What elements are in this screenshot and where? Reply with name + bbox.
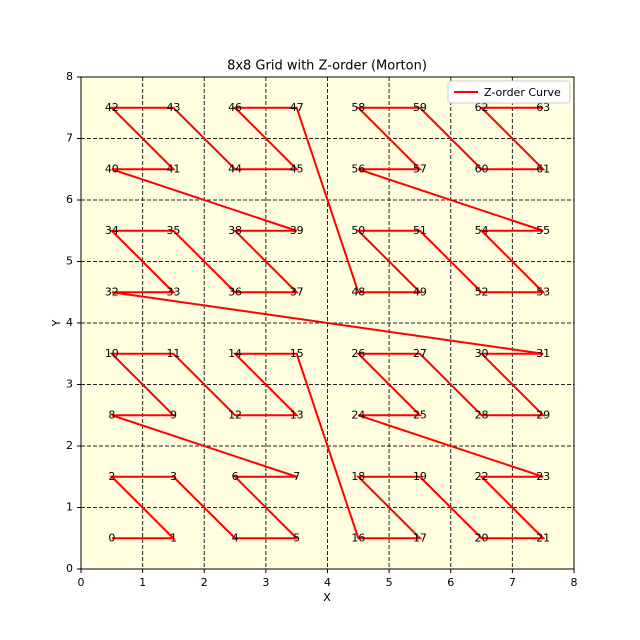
point-label: 2 bbox=[108, 470, 115, 483]
chart-title: 8x8 Grid with Z-order (Morton) bbox=[227, 59, 427, 74]
point-label: 62 bbox=[475, 101, 489, 114]
point-label: 3 bbox=[170, 470, 177, 483]
point-label: 28 bbox=[475, 408, 489, 421]
y-tick-label: 3 bbox=[66, 378, 73, 391]
x-axis-label: X bbox=[323, 591, 331, 604]
point-label: 24 bbox=[351, 408, 365, 421]
point-label: 29 bbox=[536, 408, 550, 421]
x-tick-label: 6 bbox=[447, 576, 454, 589]
x-tick-label: 0 bbox=[78, 576, 85, 589]
x-tick-label: 5 bbox=[386, 576, 393, 589]
point-label: 36 bbox=[228, 285, 242, 298]
y-tick-label: 7 bbox=[66, 132, 73, 145]
point-label: 22 bbox=[475, 470, 489, 483]
point-label: 34 bbox=[105, 224, 119, 237]
x-tick-label: 4 bbox=[324, 576, 331, 589]
point-label: 59 bbox=[413, 101, 427, 114]
y-axis-label: Y bbox=[50, 319, 63, 327]
curve-line bbox=[109, 106, 546, 540]
point-label: 47 bbox=[290, 101, 304, 114]
point-label: 14 bbox=[228, 347, 242, 360]
point-label: 63 bbox=[536, 101, 550, 114]
legend-label: Z-order Curve bbox=[484, 86, 561, 99]
point-label: 30 bbox=[475, 347, 489, 360]
point-label: 7 bbox=[293, 470, 300, 483]
point-label: 1 bbox=[170, 531, 177, 544]
point-label: 4 bbox=[232, 531, 239, 544]
y-tick-label: 6 bbox=[66, 193, 73, 206]
point-label: 50 bbox=[351, 224, 365, 237]
point-label: 49 bbox=[413, 285, 427, 298]
y-tick-label: 8 bbox=[66, 70, 73, 83]
point-label: 57 bbox=[413, 162, 427, 175]
point-label: 33 bbox=[166, 285, 180, 298]
point-label: 21 bbox=[536, 531, 550, 544]
point-label: 10 bbox=[105, 347, 119, 360]
point-label: 18 bbox=[351, 470, 365, 483]
point-label: 38 bbox=[228, 224, 242, 237]
point-label: 26 bbox=[351, 347, 365, 360]
point-label: 61 bbox=[536, 162, 550, 175]
y-tick-label: 0 bbox=[66, 562, 73, 575]
point-label: 45 bbox=[290, 162, 304, 175]
point-label: 35 bbox=[166, 224, 180, 237]
x-tick-label: 7 bbox=[509, 576, 516, 589]
x-tick-label: 2 bbox=[201, 576, 208, 589]
point-label: 23 bbox=[536, 470, 550, 483]
point-label: 32 bbox=[105, 285, 119, 298]
point-label: 51 bbox=[413, 224, 427, 237]
point-label: 25 bbox=[413, 408, 427, 421]
y-tick-label: 1 bbox=[66, 501, 73, 514]
point-label: 19 bbox=[413, 470, 427, 483]
point-label: 5 bbox=[293, 531, 300, 544]
legend bbox=[447, 80, 571, 104]
point-label: 56 bbox=[351, 162, 365, 175]
y-tick-label: 4 bbox=[66, 316, 73, 329]
point-label: 46 bbox=[228, 101, 242, 114]
point-label: 31 bbox=[536, 347, 550, 360]
point-label: 52 bbox=[475, 285, 489, 298]
point-label: 11 bbox=[166, 347, 180, 360]
point-label: 9 bbox=[170, 408, 177, 421]
point-label: 53 bbox=[536, 285, 550, 298]
point-label: 12 bbox=[228, 408, 242, 421]
point-label: 37 bbox=[290, 285, 304, 298]
point-label: 6 bbox=[232, 470, 239, 483]
x-tick-label: 3 bbox=[262, 576, 269, 589]
point-label: 43 bbox=[166, 101, 180, 114]
point-label: 13 bbox=[290, 408, 304, 421]
point-label: 44 bbox=[228, 162, 242, 175]
point-label: 8 bbox=[108, 408, 115, 421]
point-label: 54 bbox=[475, 224, 489, 237]
point-label: 39 bbox=[290, 224, 304, 237]
point-label: 48 bbox=[351, 285, 365, 298]
point-label: 27 bbox=[413, 347, 427, 360]
point-label: 60 bbox=[475, 162, 489, 175]
point-label: 40 bbox=[105, 162, 119, 175]
point-label: 20 bbox=[475, 531, 489, 544]
x-tick-label: 1 bbox=[139, 576, 146, 589]
y-tick-label: 2 bbox=[66, 439, 73, 452]
point-label: 42 bbox=[105, 101, 119, 114]
point-label: 16 bbox=[351, 531, 365, 544]
point-label: 17 bbox=[413, 531, 427, 544]
point-label: 0 bbox=[108, 531, 115, 544]
point-label: 41 bbox=[166, 162, 180, 175]
x-tick-label: 8 bbox=[571, 576, 578, 589]
plot-frame bbox=[80, 76, 575, 570]
point-label: 55 bbox=[536, 224, 550, 237]
point-label: 58 bbox=[351, 101, 365, 114]
y-tick-label: 5 bbox=[66, 255, 73, 268]
point-label: 15 bbox=[290, 347, 304, 360]
